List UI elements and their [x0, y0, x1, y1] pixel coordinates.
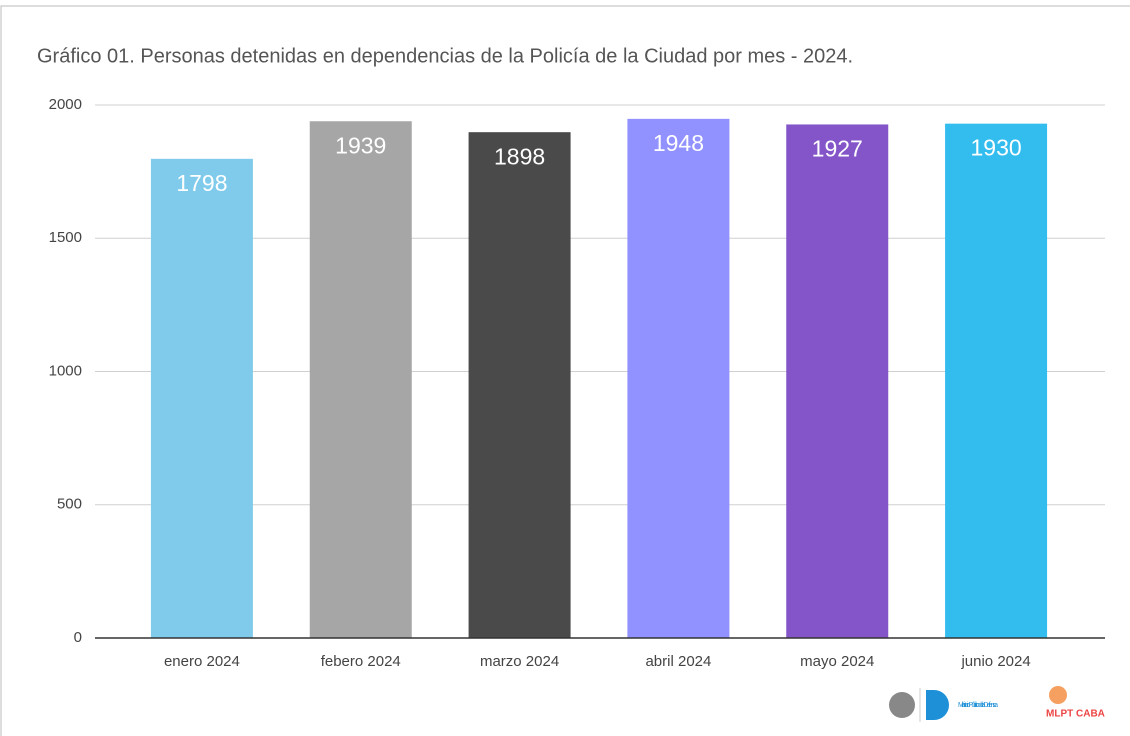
- bar: [468, 132, 571, 639]
- logo-text: MLPT CABA: [1046, 709, 1105, 720]
- chart-title: Gráfico 01. Personas detenidas en depend…: [37, 45, 853, 67]
- y-tick-label: 1000: [49, 362, 82, 379]
- bar: [786, 124, 889, 639]
- x-tick-label: mayo 2024: [800, 653, 874, 670]
- y-tick-label: 2000: [49, 96, 82, 113]
- value-label: 1930: [970, 135, 1021, 161]
- y-tick-label: 1500: [49, 229, 82, 246]
- bar: [309, 121, 412, 639]
- y-tick-label: 0: [74, 629, 82, 646]
- frame: [0, 5, 1130, 736]
- x-tick-label: junio 2024: [960, 653, 1030, 670]
- logo-mpd: Ministerio Público de la Defensa: [889, 688, 998, 722]
- value-label: 1798: [176, 170, 227, 196]
- value-label: 1948: [653, 130, 704, 156]
- x-tick-label: abril 2024: [645, 653, 711, 670]
- logo-mlpt: MLPT CABA: [1046, 686, 1105, 720]
- bar: [945, 123, 1048, 638]
- value-label: 1939: [335, 132, 386, 158]
- x-tick-label: enero 2024: [164, 653, 240, 670]
- bar: [627, 118, 730, 638]
- bar: [150, 158, 253, 638]
- value-label: 1927: [812, 136, 863, 162]
- x-tick-label: febero 2024: [321, 653, 401, 670]
- x-tick-label: marzo 2024: [480, 653, 559, 670]
- y-tick-label: 500: [57, 496, 82, 513]
- logo-text: Ministerio Público de la Defensa: [958, 702, 998, 709]
- value-label: 1898: [494, 143, 545, 169]
